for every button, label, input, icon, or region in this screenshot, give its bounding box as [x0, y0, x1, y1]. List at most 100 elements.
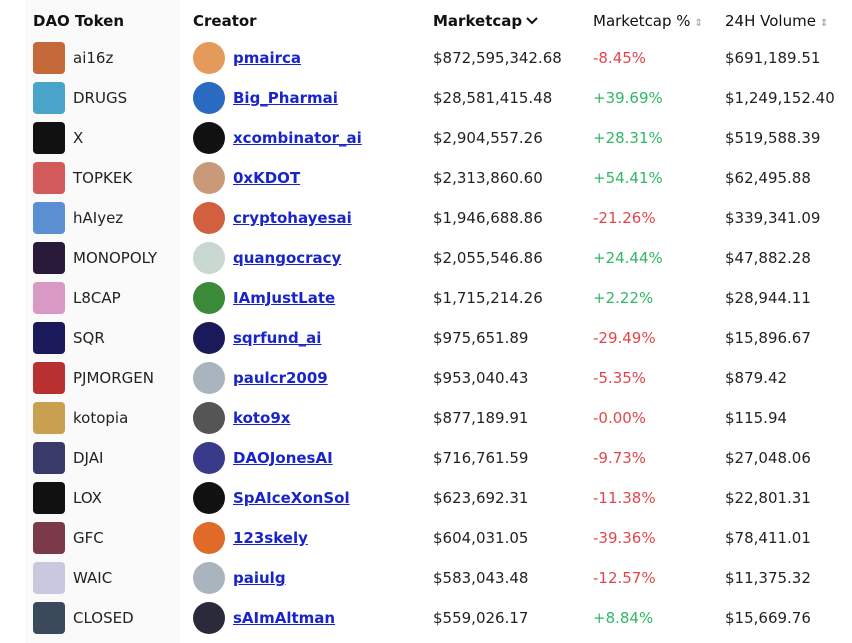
creator-avatar [193, 242, 225, 274]
token-icon [33, 282, 65, 314]
marketcap: $28,581,415.48 [433, 89, 553, 107]
token-icon [33, 322, 65, 354]
token-icon [33, 82, 65, 114]
token-name: PJMORGEN [73, 369, 154, 387]
token-name: kotopia [73, 409, 129, 427]
token-icon [33, 162, 65, 194]
marketcap-pct: -9.73% [593, 449, 647, 467]
volume: $15,669.76 [725, 609, 811, 627]
creator-link[interactable]: pmairca [233, 49, 302, 67]
volume: $1,249,152.40 [725, 89, 835, 107]
marketcap: $604,031.05 [433, 529, 529, 547]
volume: $11,375.32 [725, 569, 811, 587]
token-name: WAIC [73, 569, 113, 587]
volume: $22,801.31 [725, 489, 811, 507]
token-name: CLOSED [73, 609, 134, 627]
marketcap-pct: -11.38% [593, 489, 656, 507]
token-name: GFC [73, 529, 104, 547]
volume: $62,495.88 [725, 169, 811, 187]
header-creator[interactable]: Creator [193, 12, 257, 30]
marketcap-pct: -21.26% [593, 209, 656, 227]
creator-link[interactable]: paiulg [233, 569, 286, 587]
creator-link[interactable]: paulcr2009 [233, 369, 328, 387]
creator-link[interactable]: sAImAltman [233, 609, 336, 627]
token-name: ai16z [73, 49, 114, 67]
header-marketcap-pct[interactable]: Marketcap % ⇕ [593, 12, 703, 30]
header-token[interactable]: DAO Token [33, 12, 125, 30]
marketcap: $953,040.43 [433, 369, 529, 387]
token-name: X [73, 129, 84, 147]
creator-avatar [193, 402, 225, 434]
creator-avatar [193, 322, 225, 354]
marketcap-pct: +54.41% [593, 169, 663, 187]
creator-link[interactable]: cryptohayesai [233, 209, 352, 227]
marketcap: $872,595,342.68 [433, 49, 562, 67]
creator-avatar [193, 42, 225, 74]
token-icon [33, 402, 65, 434]
volume: $28,944.11 [725, 289, 811, 307]
token-name: DRUGS [73, 89, 128, 107]
creator-link[interactable]: xcombinator_ai [233, 129, 362, 147]
marketcap: $583,043.48 [433, 569, 529, 587]
volume: $519,588.39 [725, 129, 821, 147]
sort-icon: ⇕ [819, 18, 829, 29]
marketcap: $559,026.17 [433, 609, 529, 627]
creator-avatar [193, 82, 225, 114]
volume: $78,411.01 [725, 529, 811, 547]
creator-avatar [193, 442, 225, 474]
creator-link[interactable]: Big_Pharmai [233, 89, 338, 107]
marketcap-pct: -5.35% [593, 369, 647, 387]
marketcap: $1,946,688.86 [433, 209, 543, 227]
creator-avatar [193, 482, 225, 514]
creator-link[interactable]: IAmJustLate [233, 289, 336, 307]
creator-link[interactable]: 123skely [233, 529, 308, 547]
volume: $691,189.51 [725, 49, 821, 67]
token-name: TOPKEK [73, 169, 133, 187]
creator-link[interactable]: sqrfund_ai [233, 329, 322, 347]
marketcap-pct: -0.00% [593, 409, 647, 427]
volume: $15,896.67 [725, 329, 811, 347]
volume: $47,882.28 [725, 249, 811, 267]
creator-link[interactable]: SpAIceXonSol [233, 489, 350, 507]
marketcap-pct: +2.22% [593, 289, 654, 307]
token-name: DJAI [73, 449, 104, 467]
header-marketcap[interactable]: Marketcap [433, 12, 539, 30]
marketcap: $623,692.31 [433, 489, 529, 507]
volume: $115.94 [725, 409, 788, 427]
creator-avatar [193, 562, 225, 594]
creator-link[interactable]: koto9x [233, 409, 291, 427]
creator-link[interactable]: quangocracy [233, 249, 342, 267]
creator-avatar [193, 522, 225, 554]
marketcap-pct: -8.45% [593, 49, 647, 67]
token-name: L8CAP [73, 289, 121, 307]
creator-link[interactable]: 0xKDOT [233, 169, 301, 187]
token-icon [33, 362, 65, 394]
volume: $27,048.06 [725, 449, 811, 467]
creator-avatar [193, 602, 225, 634]
header-text: Marketcap [433, 12, 523, 30]
token-name: LOX [73, 489, 102, 507]
token-name: hAIyez [73, 209, 124, 227]
token-icon [33, 122, 65, 154]
marketcap: $716,761.59 [433, 449, 529, 467]
header-text: 24H Volume [725, 12, 816, 30]
token-icon [33, 522, 65, 554]
creator-avatar [193, 202, 225, 234]
marketcap: $2,313,860.60 [433, 169, 543, 187]
creator-avatar [193, 122, 225, 154]
header-text: Marketcap % [593, 12, 691, 30]
marketcap: $1,715,214.26 [433, 289, 543, 307]
token-icon [33, 42, 65, 74]
creator-link[interactable]: DAOJonesAI [233, 449, 333, 467]
marketcap-pct: -12.57% [593, 569, 656, 587]
marketcap-pct: +8.84% [593, 609, 654, 627]
volume: $879.42 [725, 369, 788, 387]
header-volume[interactable]: 24H Volume ⇕ [725, 12, 828, 30]
marketcap-pct: +39.69% [593, 89, 663, 107]
marketcap-pct: -29.49% [593, 329, 656, 347]
marketcap-pct: +24.44% [593, 249, 663, 267]
token-icon [33, 562, 65, 594]
marketcap-pct: -39.36% [593, 529, 656, 547]
token-name: SQR [73, 329, 105, 347]
sort-chevron [526, 17, 538, 25]
